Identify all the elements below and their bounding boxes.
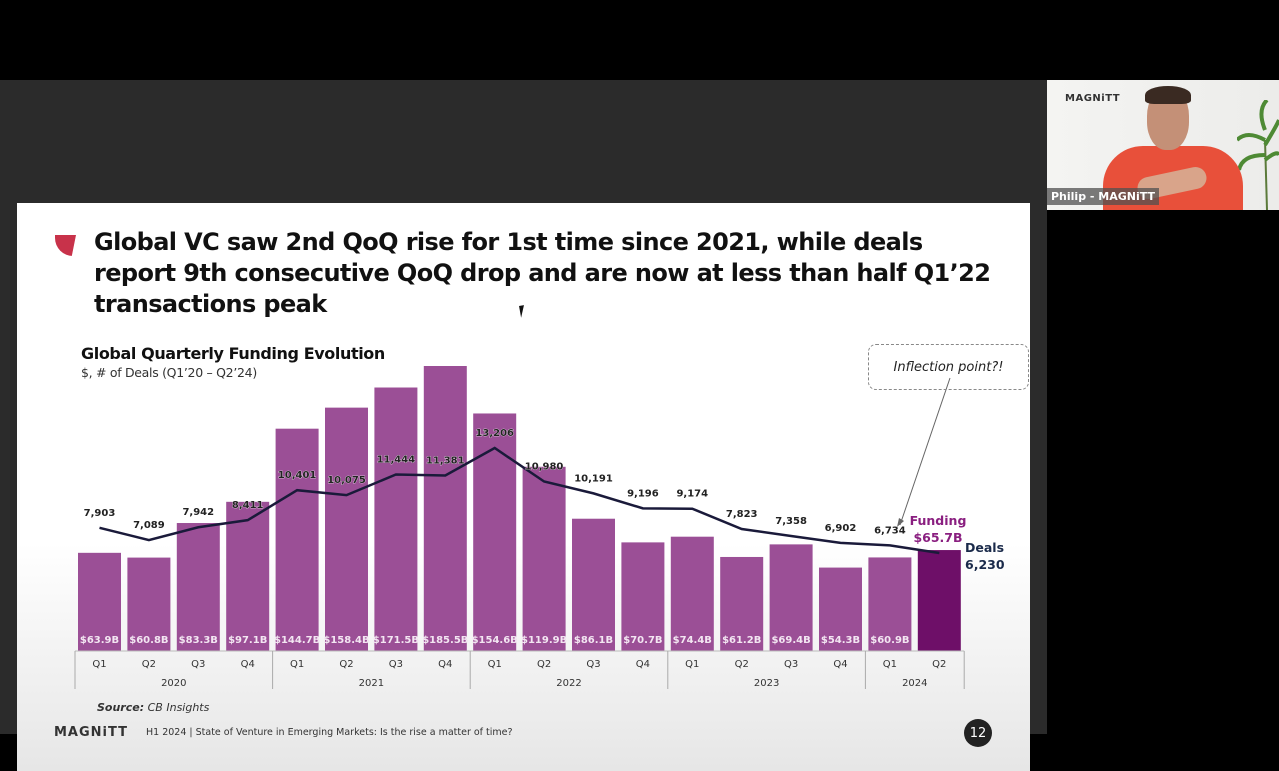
x-tick-label: Q2	[932, 659, 946, 670]
deals-value-label: 6,902	[825, 523, 857, 534]
funding-end-value: $65.7B	[913, 530, 962, 545]
year-label: 2024	[902, 678, 927, 689]
deals-value-label: 11,444	[377, 455, 416, 466]
page-number-badge: 12	[964, 719, 992, 747]
inflection-callout: Inflection point?!	[868, 344, 1029, 390]
x-tick-label: Q4	[636, 659, 650, 670]
x-tick-label: Q1	[488, 659, 502, 670]
x-tick-label: Q2	[142, 659, 156, 670]
participant-hair	[1145, 86, 1191, 104]
mouse-cursor-icon	[519, 304, 531, 318]
year-label: 2022	[556, 678, 581, 689]
deals-value-label: 9,174	[676, 489, 708, 500]
participant-video-tile[interactable]: MAGNiTT Philip - MAGNiTT	[1047, 80, 1279, 210]
bar-9	[523, 467, 566, 651]
bar-value-label: $61.2B	[722, 635, 761, 646]
bar-value-label: $119.9B	[521, 635, 567, 646]
bar-value-label: $63.9B	[80, 635, 119, 646]
deals-value-label: 10,980	[525, 462, 564, 473]
bar-4	[276, 429, 319, 651]
funding-end-title: Funding	[910, 513, 967, 528]
screen-share-area: Global VC saw 2nd QoQ rise for 1st time …	[0, 80, 1047, 734]
x-tick-label: Q3	[586, 659, 600, 670]
source-label: Source:	[97, 701, 144, 714]
bar-6	[374, 388, 417, 651]
bar-value-label: $83.3B	[179, 635, 218, 646]
x-tick-label: Q1	[290, 659, 304, 670]
year-label: 2023	[754, 678, 779, 689]
deals-end-value: 6,230	[965, 557, 1005, 572]
footer-text: H1 2024 | State of Venture in Emerging M…	[146, 727, 513, 738]
x-tick-label: Q2	[735, 659, 749, 670]
x-tick-label: Q2	[537, 659, 551, 670]
bar-12	[671, 537, 714, 651]
deals-value-label: 7,942	[182, 507, 214, 518]
bar-2	[177, 523, 220, 651]
video-background-logo: MAGNiTT	[1065, 93, 1120, 104]
bar-10	[572, 519, 615, 651]
x-tick-label: Q4	[241, 659, 255, 670]
year-label: 2020	[161, 678, 186, 689]
deals-value-label: 10,191	[574, 473, 613, 484]
deals-value-label: 7,089	[133, 520, 165, 531]
bar-value-label: $97.1B	[228, 635, 267, 646]
year-label: 2021	[359, 678, 384, 689]
deals-end-title: Deals	[965, 540, 1004, 555]
deals-line	[100, 448, 940, 553]
deals-value-label: 7,823	[726, 509, 758, 520]
deals-value-label: 7,903	[84, 508, 116, 519]
callout-arrow-line	[900, 378, 950, 525]
source-note: Source: CB Insights	[97, 701, 209, 714]
x-tick-label: Q3	[389, 659, 403, 670]
bar-value-label: $185.5B	[422, 635, 468, 646]
bar-value-label: $74.4B	[673, 635, 712, 646]
funding-chart: $63.9B $60.8B $83.3B $97.1B $144.7B$158.4B $1…	[17, 203, 1030, 771]
x-tick-label: Q1	[92, 659, 106, 670]
deals-value-label: 7,358	[775, 516, 807, 527]
bar-17	[918, 550, 961, 651]
x-tick-label: Q4	[438, 659, 452, 670]
deals-value-label: 10,075	[327, 475, 366, 486]
bar-value-label: $60.8B	[129, 635, 168, 646]
bar-5	[325, 408, 368, 651]
bar-value-label: $154.6B	[472, 635, 518, 646]
bar-value-label: $144.7B	[274, 635, 320, 646]
bar-value-label: $70.7B	[623, 635, 662, 646]
bar-value-label: $171.5B	[373, 635, 419, 646]
x-tick-label: Q4	[833, 659, 847, 670]
deals-value-label: 9,196	[627, 488, 659, 499]
bar-value-label: $69.4B	[771, 635, 810, 646]
bar-value-label: $86.1B	[574, 635, 613, 646]
bar-value-label: $158.4B	[323, 635, 369, 646]
bar-7	[424, 366, 467, 651]
plant-icon	[1237, 100, 1279, 210]
footer-logo: MAGNiTT	[54, 725, 128, 740]
x-tick-label: Q1	[883, 659, 897, 670]
x-tick-label: Q3	[784, 659, 798, 670]
presentation-slide: Global VC saw 2nd QoQ rise for 1st time …	[17, 203, 1030, 771]
deals-value-label: 6,734	[874, 525, 906, 536]
bar-3	[226, 502, 269, 651]
deals-value-label: 8,411	[232, 500, 264, 511]
x-tick-label: Q2	[339, 659, 353, 670]
bar-value-label: $54.3B	[821, 635, 860, 646]
participant-name-label: Philip - MAGNiTT	[1047, 188, 1159, 205]
deals-value-label: 11,381	[426, 455, 465, 466]
source-value: CB Insights	[148, 701, 210, 714]
deals-value-label: 10,401	[278, 470, 317, 481]
bar-value-label: $60.9B	[870, 635, 909, 646]
x-tick-label: Q3	[191, 659, 205, 670]
deals-value-label: 13,206	[475, 428, 514, 439]
x-tick-label: Q1	[685, 659, 699, 670]
